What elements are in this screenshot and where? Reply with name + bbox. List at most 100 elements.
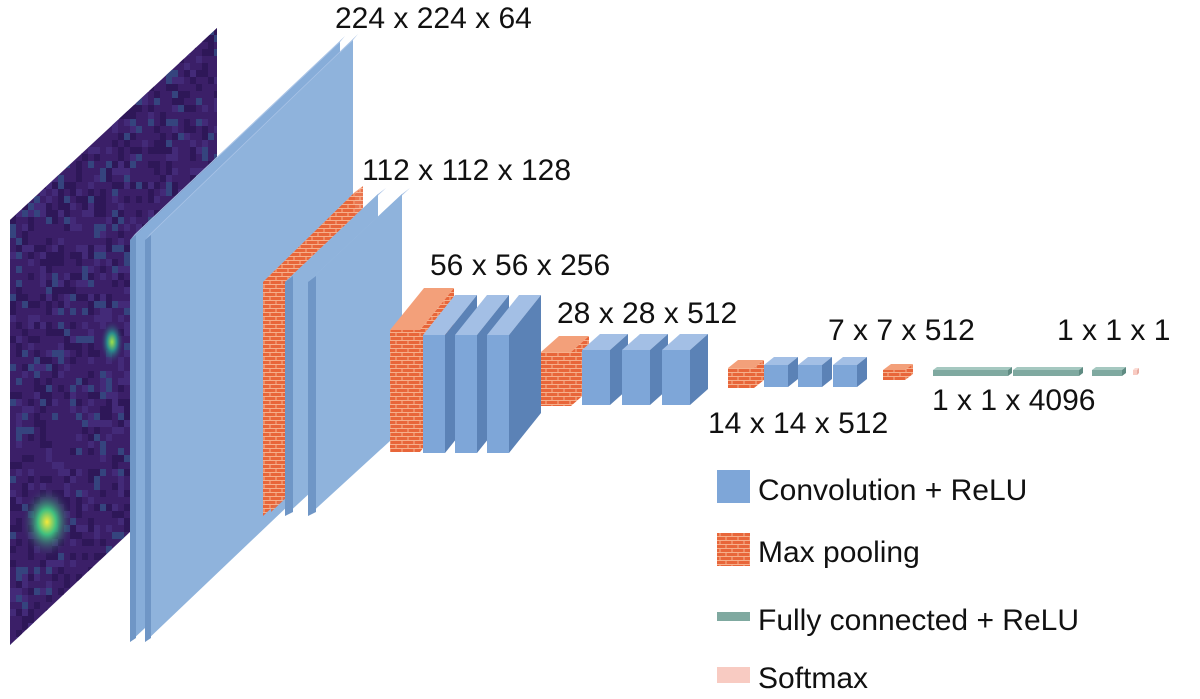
input-pixel xyxy=(106,259,112,266)
input-pixel xyxy=(172,154,178,161)
input-pixel xyxy=(70,273,76,280)
input-pixel xyxy=(124,252,130,259)
input-pixel xyxy=(16,336,22,343)
input-pixel xyxy=(112,56,118,63)
input-pixel xyxy=(208,637,214,644)
input-pixel xyxy=(118,427,124,434)
input-pixel xyxy=(124,196,130,203)
input-pixel xyxy=(82,336,88,343)
input-pixel xyxy=(100,196,106,203)
input-pixel xyxy=(184,91,190,98)
input-pixel xyxy=(58,259,64,266)
input-pixel xyxy=(82,406,88,413)
input-pixel xyxy=(16,70,22,77)
input-pixel xyxy=(46,322,52,329)
input-pixel xyxy=(10,476,16,483)
input-pixel xyxy=(22,238,28,245)
input-pixel xyxy=(118,168,124,175)
input-pixel xyxy=(16,413,22,420)
input-pixel xyxy=(40,357,46,364)
input-pixel xyxy=(82,525,88,532)
input-pixel xyxy=(22,616,28,623)
input-pixel xyxy=(166,623,172,630)
input-pixel xyxy=(34,357,40,364)
input-pixel xyxy=(124,595,130,602)
input-pixel xyxy=(58,469,64,476)
input-pixel xyxy=(124,266,130,273)
input-pixel xyxy=(88,266,94,273)
input-pixel xyxy=(46,441,52,448)
input-pixel xyxy=(52,644,58,645)
input-pixel xyxy=(46,392,52,399)
input-pixel xyxy=(10,175,16,182)
input-pixel xyxy=(76,84,82,91)
input-pixel xyxy=(106,91,112,98)
input-pixel xyxy=(94,315,100,322)
input-pixel xyxy=(46,560,52,567)
input-pixel xyxy=(76,637,82,644)
input-pixel xyxy=(88,182,94,189)
input-pixel xyxy=(106,35,112,42)
input-pixel xyxy=(40,133,46,140)
input-pixel xyxy=(16,504,22,511)
input-pixel xyxy=(70,203,76,210)
input-pixel xyxy=(40,175,46,182)
input-pixel xyxy=(58,252,64,259)
input-pixel xyxy=(178,91,184,98)
input-pixel xyxy=(112,630,118,637)
input-pixel xyxy=(22,602,28,609)
input-pixel xyxy=(16,539,22,546)
input-pixel xyxy=(70,518,76,525)
fc-top xyxy=(933,367,1012,370)
input-pixel xyxy=(118,231,124,238)
input-pixel xyxy=(40,70,46,77)
input-pixel xyxy=(202,140,208,147)
input-pixel xyxy=(28,168,34,175)
input-pixel xyxy=(58,182,64,189)
input-pixel xyxy=(76,644,82,645)
input-pixel xyxy=(16,294,22,301)
input-pixel xyxy=(52,308,58,315)
input-pixel xyxy=(112,126,118,133)
input-pixel xyxy=(130,119,136,126)
legend-swatch xyxy=(717,470,750,503)
input-pixel xyxy=(172,84,178,91)
input-pixel xyxy=(34,56,40,63)
input-pixel xyxy=(28,315,34,322)
input-pixel xyxy=(34,392,40,399)
pool-front xyxy=(883,370,905,380)
input-pixel xyxy=(124,637,130,644)
input-pixel xyxy=(88,301,94,308)
input-pixel xyxy=(148,105,154,112)
input-pixel xyxy=(76,623,82,630)
input-pixel xyxy=(166,77,172,84)
input-pixel xyxy=(40,245,46,252)
input-pixel xyxy=(34,210,40,217)
input-pixel xyxy=(34,49,40,56)
input-pixel xyxy=(16,322,22,329)
input-pixel xyxy=(136,98,142,105)
input-pixel xyxy=(94,70,100,77)
input-pixel xyxy=(94,637,100,644)
input-pixel xyxy=(214,154,217,161)
input-pixel xyxy=(214,609,217,616)
input-pixel xyxy=(88,595,94,602)
input-pixel xyxy=(70,448,76,455)
input-pixel xyxy=(106,301,112,308)
input-pixel xyxy=(76,413,82,420)
input-pixel xyxy=(22,133,28,140)
input-pixel xyxy=(172,70,178,77)
input-pixel xyxy=(118,266,124,273)
fc-side xyxy=(1079,367,1083,376)
input-pixel xyxy=(16,637,22,644)
input-pixel xyxy=(82,70,88,77)
input-pixel xyxy=(70,595,76,602)
conv-side xyxy=(857,357,867,387)
input-pixel xyxy=(34,161,40,168)
input-pixel xyxy=(10,595,16,602)
input-pixel xyxy=(40,385,46,392)
input-pixel xyxy=(124,588,130,595)
input-pixel xyxy=(148,112,154,119)
input-pixel xyxy=(28,42,34,49)
input-pixel xyxy=(40,266,46,273)
